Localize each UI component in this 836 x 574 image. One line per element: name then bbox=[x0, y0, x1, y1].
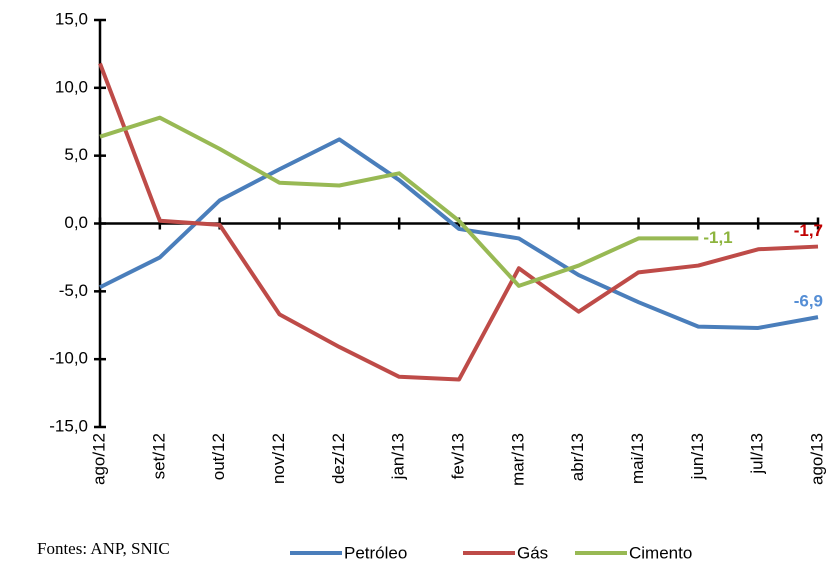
source-note: Fontes: ANP, SNIC bbox=[37, 539, 170, 558]
series-line bbox=[99, 115, 699, 288]
x-tick-label: mar/13 bbox=[508, 433, 527, 486]
x-tick-label: fev/13 bbox=[448, 433, 467, 479]
legend-label: Cimento bbox=[629, 543, 692, 562]
y-tick-label: -5,0 bbox=[59, 281, 88, 300]
legend-label: Petróleo bbox=[344, 543, 407, 562]
value-label: -1,7 bbox=[794, 221, 823, 240]
x-tick-label: jun/13 bbox=[688, 433, 707, 480]
y-tick-label: -10,0 bbox=[49, 349, 88, 368]
x-tick-label: jan/13 bbox=[389, 433, 408, 480]
value-label: -6,9 bbox=[794, 292, 823, 311]
series-line bbox=[98, 62, 819, 382]
x-tick-label: abr/13 bbox=[568, 433, 587, 481]
x-tick-label: mai/13 bbox=[628, 433, 647, 484]
x-tick-label: ago/12 bbox=[89, 433, 108, 485]
y-tick-label: 0,0 bbox=[64, 213, 88, 232]
x-tick-label: nov/12 bbox=[269, 433, 288, 484]
value-label: -1,1 bbox=[703, 228, 732, 247]
series-line bbox=[99, 137, 819, 330]
y-tick-label: 15,0 bbox=[55, 9, 88, 28]
x-tick-label: set/12 bbox=[149, 433, 168, 479]
y-tick-label: 10,0 bbox=[55, 77, 88, 96]
legend-label: Gás bbox=[517, 543, 548, 562]
y-tick-label: 5,0 bbox=[64, 145, 88, 164]
x-tick-label: out/12 bbox=[209, 433, 228, 480]
x-tick-label: dez/12 bbox=[329, 433, 348, 484]
y-tick-label: -15,0 bbox=[49, 416, 88, 435]
x-tick-label: jul/13 bbox=[748, 433, 767, 475]
x-tick-label: ago/13 bbox=[807, 433, 826, 485]
